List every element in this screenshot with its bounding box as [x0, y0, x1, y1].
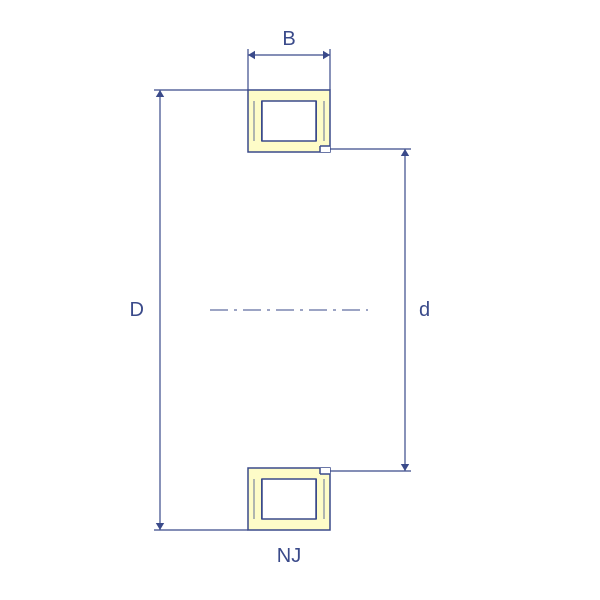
designation-label: NJ	[277, 545, 301, 567]
dimension-label-B: B	[282, 28, 295, 50]
bearing-diagram: B Dd NJ	[0, 0, 600, 600]
dimension-label-D: D	[130, 299, 144, 321]
dimension-label-d: d	[419, 299, 430, 321]
